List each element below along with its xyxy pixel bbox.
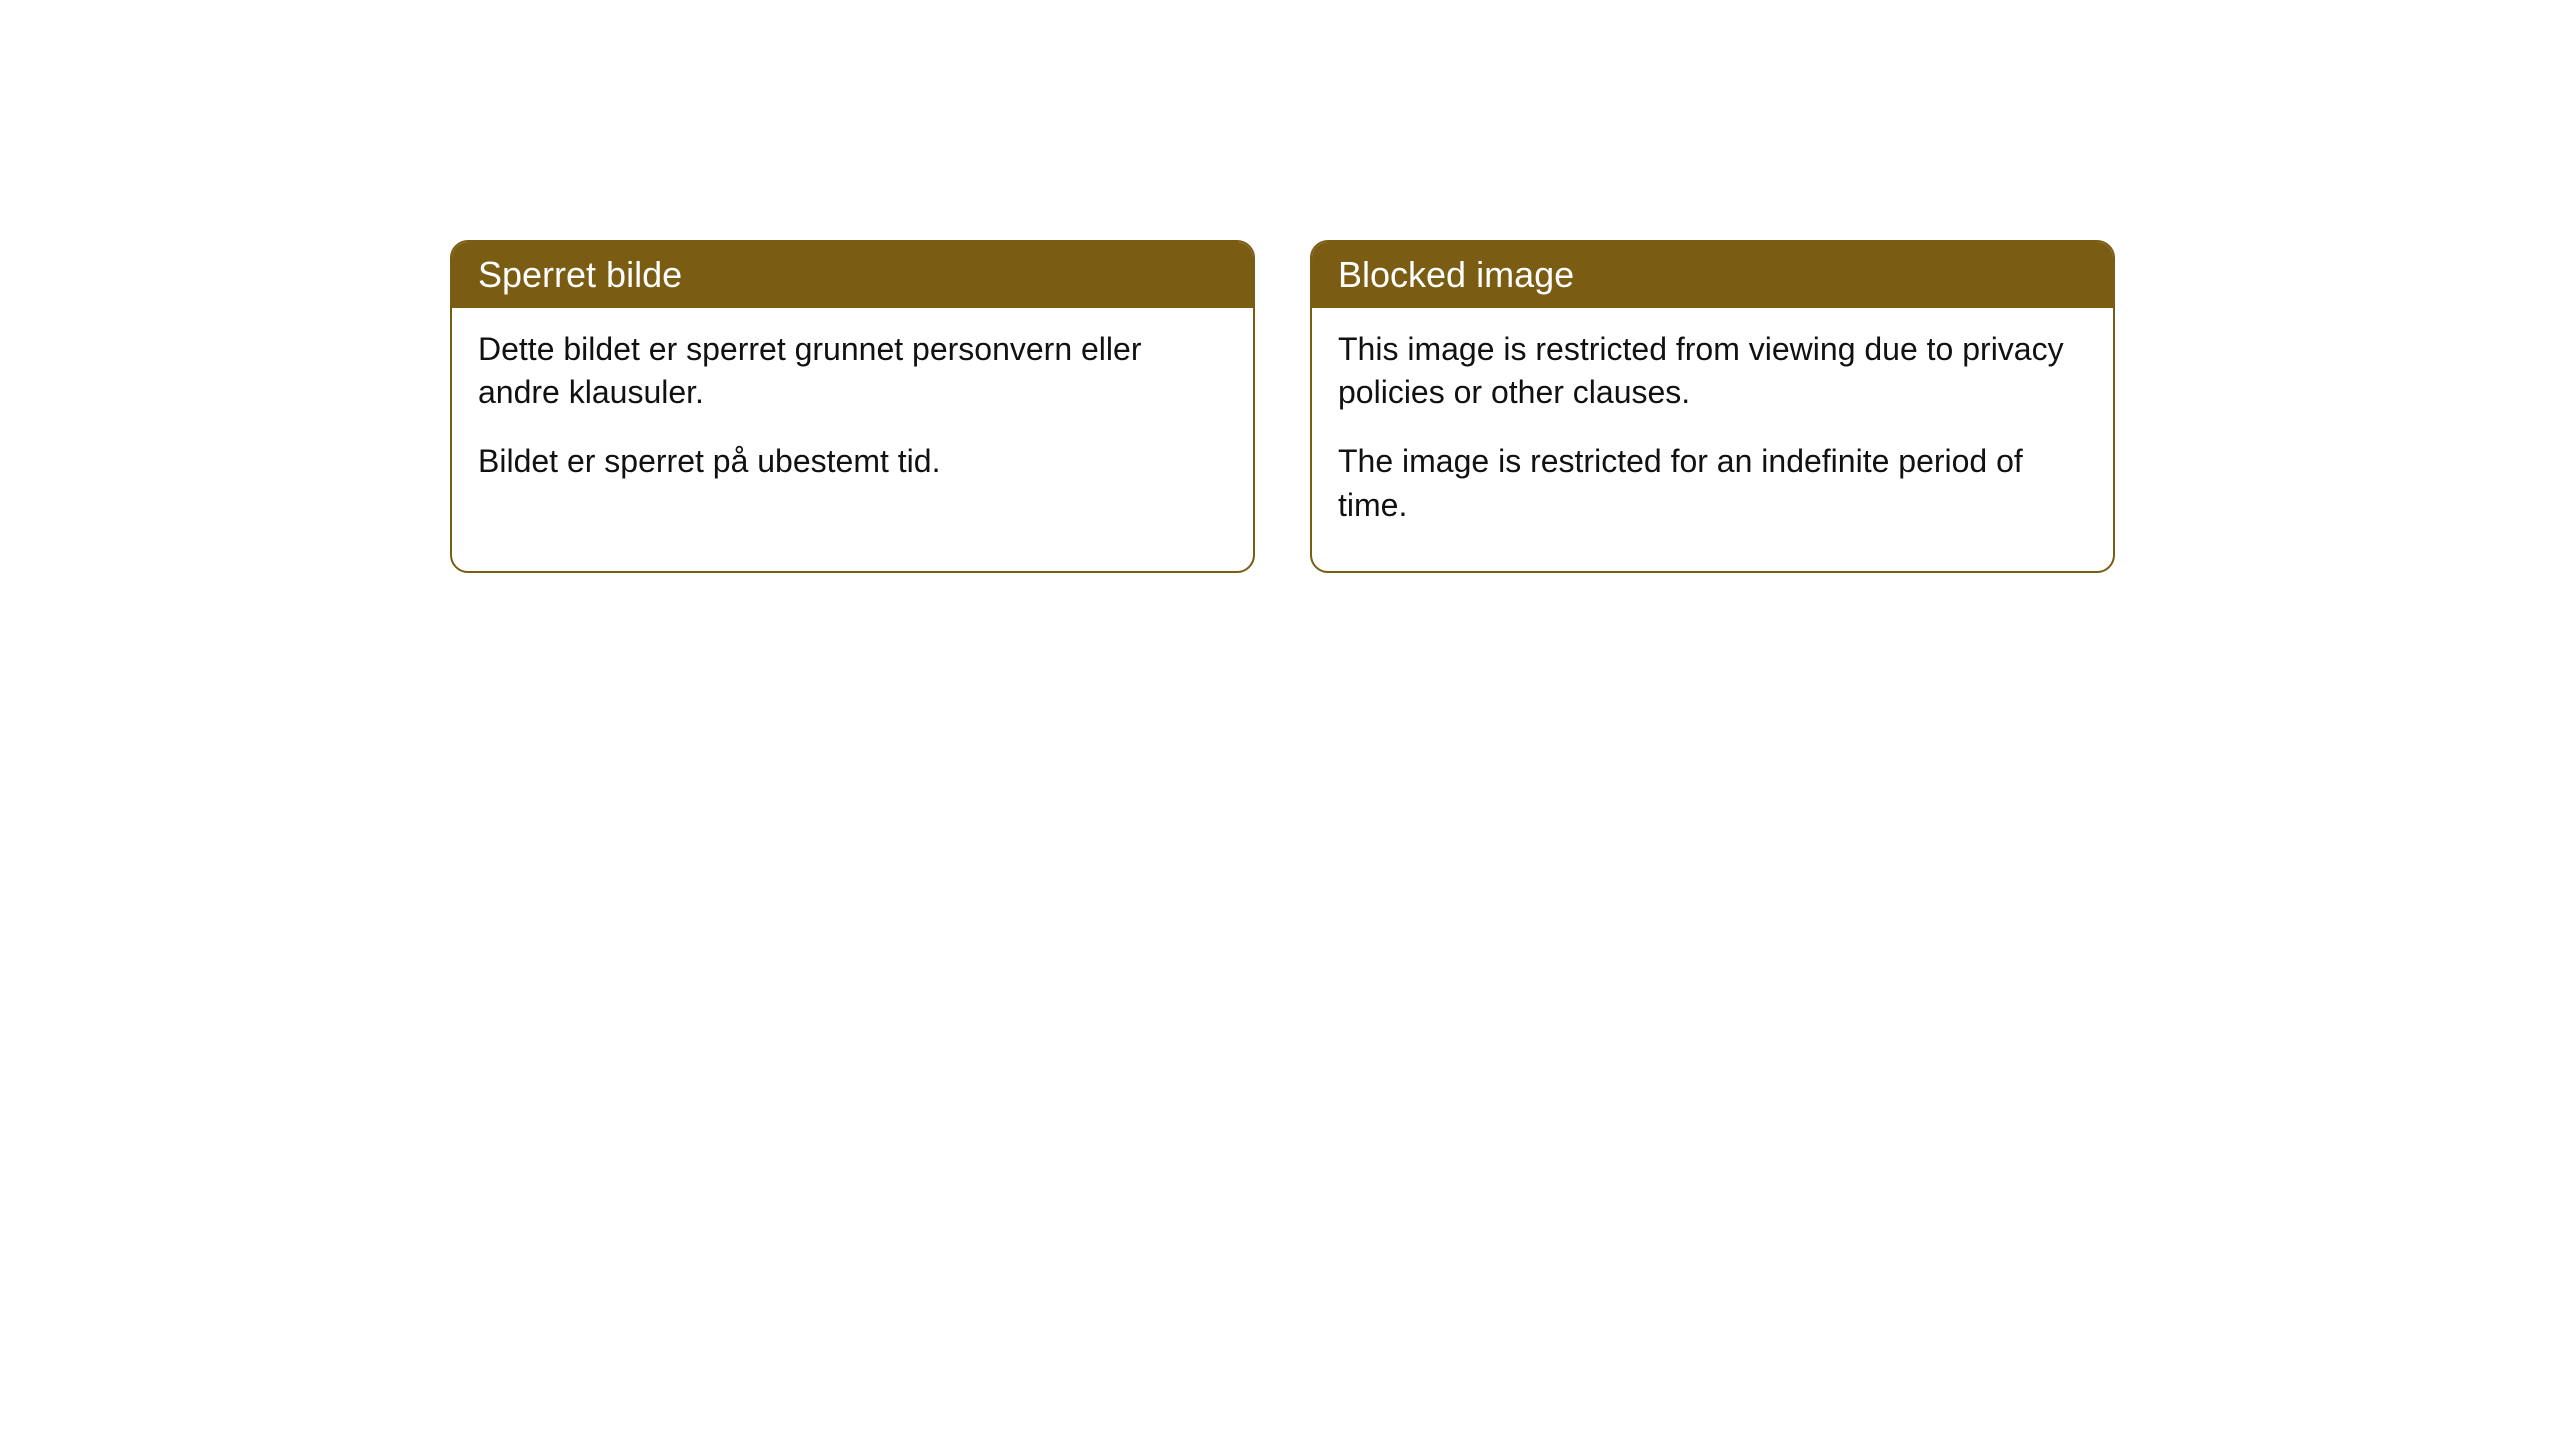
card-title: Blocked image — [1338, 254, 1574, 295]
card-body: Dette bildet er sperret grunnet personve… — [452, 308, 1253, 528]
card-paragraph: This image is restricted from viewing du… — [1338, 328, 2087, 414]
card-paragraph: Bildet er sperret på ubestemt tid. — [478, 440, 1227, 483]
card-paragraph: Dette bildet er sperret grunnet personve… — [478, 328, 1227, 414]
card-title: Sperret bilde — [478, 254, 682, 295]
card-paragraph: The image is restricted for an indefinit… — [1338, 440, 2087, 526]
card-body: This image is restricted from viewing du… — [1312, 308, 2113, 571]
card-header: Sperret bilde — [452, 242, 1253, 308]
blocked-image-card-norwegian: Sperret bilde Dette bildet er sperret gr… — [450, 240, 1255, 573]
card-header: Blocked image — [1312, 242, 2113, 308]
notice-cards-container: Sperret bilde Dette bildet er sperret gr… — [450, 240, 2115, 573]
blocked-image-card-english: Blocked image This image is restricted f… — [1310, 240, 2115, 573]
